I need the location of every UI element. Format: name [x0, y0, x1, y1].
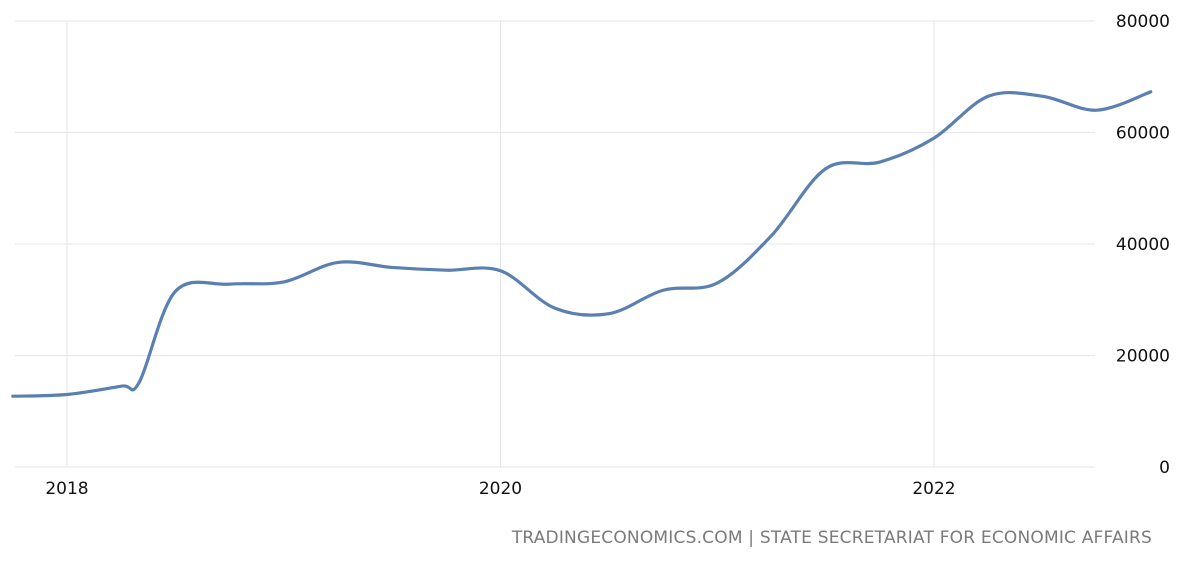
y-tick-label: 80000 — [1116, 12, 1170, 32]
y-tick-label: 20000 — [1116, 347, 1170, 367]
y-tick-label: 60000 — [1116, 124, 1170, 144]
x-tick-label: 2018 — [45, 479, 88, 499]
series-group — [11, 90, 1153, 398]
series-line — [11, 90, 1153, 398]
x-tick-label: 2020 — [479, 479, 522, 499]
y-tick-label: 40000 — [1116, 235, 1170, 255]
x-axis-tick-labels: 2018 2020 2022 — [45, 479, 955, 499]
y-axis-tick-labels: 0 20000 40000 60000 80000 — [1116, 12, 1170, 478]
x-tick-label: 2022 — [912, 479, 955, 499]
horizontal-grid — [15, 20, 1095, 468]
y-tick-label: 0 — [1159, 458, 1170, 478]
source-attribution: TRADINGECONOMICS.COM | STATE SECRETARIAT… — [511, 528, 1152, 548]
